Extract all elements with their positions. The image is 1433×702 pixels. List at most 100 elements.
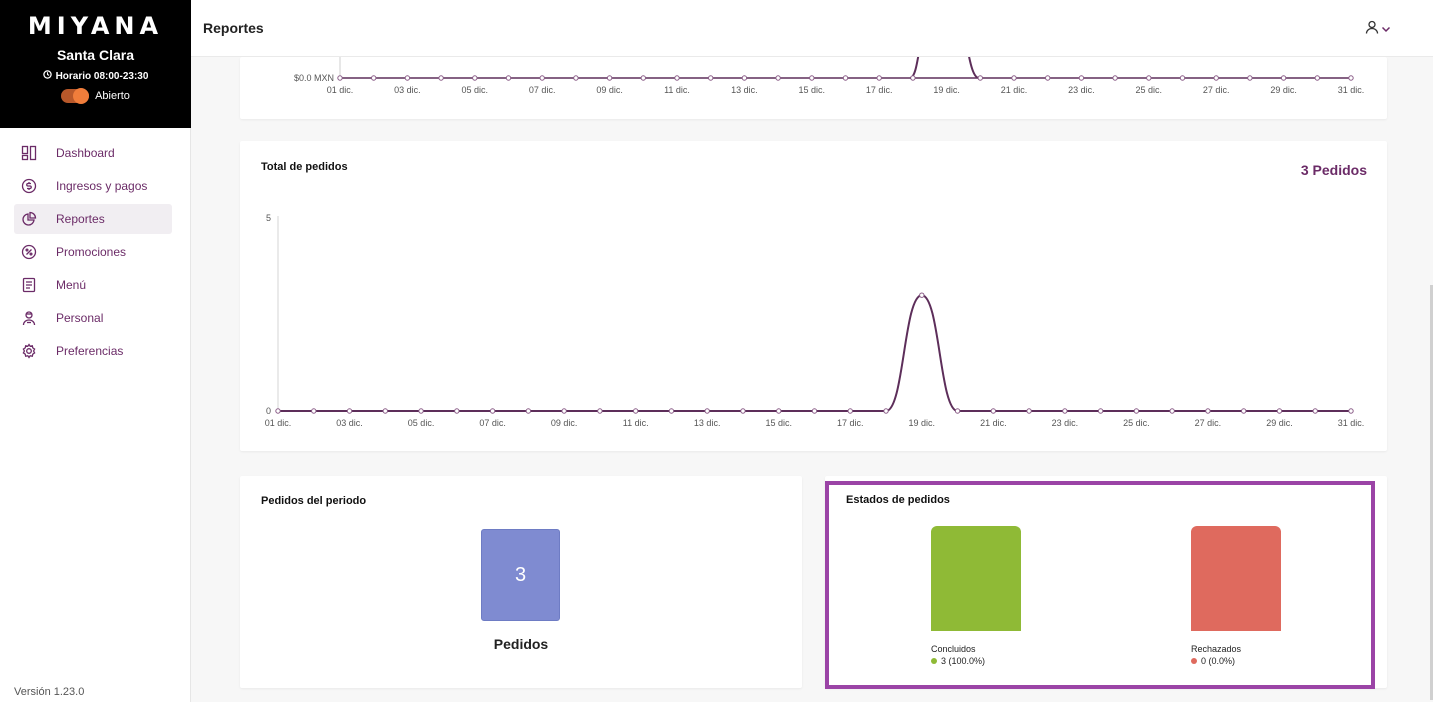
sidebar-item-personal[interactable]: Personal	[14, 303, 172, 333]
data-point	[1078, 75, 1085, 81]
data-point	[1169, 408, 1175, 414]
sales-chart-card: $0.0 MXN 01 dic. 03 dic. 05 dic. 07 dic. 09 …	[240, 46, 1387, 119]
sidebar-item-dashboard[interactable]: Dashboard	[14, 138, 172, 168]
data-point	[606, 75, 613, 81]
sidebar-nav: Dashboard Ingresos y pagos Reportes Prom…	[0, 138, 190, 366]
orders-count: 3	[514, 563, 527, 586]
x-tick-label: 25 dic.	[1123, 418, 1150, 428]
x-tick-label: 29 dic.	[1266, 418, 1293, 428]
store-status: Abierto	[0, 88, 191, 104]
x-tick-label: 07 dic.	[529, 85, 556, 95]
data-point	[1348, 408, 1354, 414]
legend-value-text: 0 (0.0%)	[1201, 656, 1236, 666]
x-tick-label: 01 dic.	[265, 418, 292, 428]
data-point	[775, 75, 781, 81]
x-tick-label: 11 dic.	[664, 85, 690, 95]
data-point	[1213, 75, 1219, 81]
chevron-down-icon	[1381, 21, 1391, 39]
legend-dot-concluidos	[931, 658, 937, 664]
legend-value-rechazados: 0 (0.0%)	[1191, 656, 1235, 666]
sidebar-item-label: Promociones	[56, 245, 127, 259]
x-tick-label: 03 dic.	[394, 85, 421, 95]
x-tick-label: 09 dic.	[551, 418, 578, 428]
data-point	[561, 408, 567, 414]
data-point	[1133, 408, 1140, 414]
data-point	[668, 408, 675, 414]
sales-chart: $0.0 MXN 01 dic. 03 dic. 05 dic. 07 dic. 09 …	[294, 46, 1365, 95]
sidebar-item-ingresos[interactable]: Ingresos y pagos	[14, 171, 172, 201]
x-tick-label: 15 dic.	[765, 418, 792, 428]
data-point	[1045, 75, 1051, 81]
x-tick-label: 19 dic.	[909, 418, 936, 428]
user-icon	[1365, 20, 1379, 39]
x-tick-label: 29 dic.	[1270, 85, 1297, 95]
x-tick-label: 21 dic.	[980, 418, 1007, 428]
orders-chart-title: Total de pedidos	[261, 161, 348, 173]
data-point	[674, 75, 680, 81]
data-point	[1179, 75, 1186, 81]
data-point	[883, 408, 889, 414]
sidebar-item-preferencias[interactable]: Preferencias	[14, 336, 172, 366]
page-scrollbar[interactable]	[1430, 285, 1433, 700]
data-point	[505, 75, 512, 81]
open-toggle[interactable]	[61, 88, 90, 104]
data-point	[525, 408, 532, 414]
user-menu-button[interactable]	[1365, 20, 1391, 39]
sidebar-item-label: Preferencias	[56, 344, 124, 358]
x-tick-label: 03 dic.	[336, 418, 363, 428]
orders-series-line	[278, 294, 1351, 412]
data-point	[337, 75, 343, 81]
x-tick-label: 31 dic.	[1338, 85, 1365, 95]
data-point	[842, 75, 849, 81]
legend-value-concluidos: 3 (100.0%)	[931, 656, 985, 666]
sidebar-item-label: Menú	[56, 278, 87, 292]
sidebar-item-reportes[interactable]: Reportes	[14, 204, 172, 234]
data-point	[311, 408, 317, 414]
store-name: Santa Clara	[56, 47, 135, 63]
y-tick-label: 5	[266, 213, 271, 223]
data-point	[1026, 408, 1032, 414]
sidebar-item-label: Personal	[56, 311, 104, 325]
data-point	[346, 408, 353, 414]
clock-icon	[42, 70, 52, 82]
y-axis-label: $0.0 MXN	[294, 73, 334, 83]
x-tick-label: 07 dic.	[479, 418, 506, 428]
data-point	[1112, 75, 1118, 81]
legend-dot-rechazados	[1191, 658, 1197, 664]
sidebar: MIYANA Santa Clara Horario 08:00-23:30 A…	[0, 0, 191, 702]
data-point	[1276, 408, 1283, 414]
legend-label-rechazados: Rechazados	[1191, 644, 1242, 654]
x-tick-label: 15 dic.	[799, 85, 826, 95]
dollar-icon	[21, 178, 37, 194]
data-point	[847, 408, 853, 414]
dashboard-icon	[21, 145, 37, 161]
top-bar: Reportes	[191, 0, 1433, 57]
orders-count-tile: 3	[481, 529, 560, 621]
data-point	[1146, 75, 1152, 81]
data-point	[741, 75, 748, 81]
data-point	[876, 75, 882, 81]
x-tick-label: 05 dic.	[408, 418, 435, 428]
legend-label-concluidos: Concluidos	[931, 644, 976, 654]
x-tick-label: 13 dic.	[694, 418, 721, 428]
data-point	[811, 408, 818, 414]
data-point	[740, 408, 746, 414]
x-tick-label: 09 dic.	[596, 85, 623, 95]
x-tick-label: 21 dic.	[1001, 85, 1028, 95]
period-orders-card: Pedidos del periodo 3 Pedidos	[240, 476, 802, 688]
x-tick-label: 31 dic.	[1338, 418, 1365, 428]
data-point	[275, 408, 281, 414]
legend-value-text: 3 (100.0%)	[941, 656, 986, 666]
data-point	[1241, 408, 1247, 414]
data-point	[919, 292, 925, 298]
data-point	[704, 408, 710, 414]
data-point	[776, 408, 782, 414]
x-tick-label: 17 dic.	[866, 85, 893, 95]
data-point	[1062, 408, 1068, 414]
page-title: Reportes	[203, 20, 264, 36]
x-tick-label: 23 dic.	[1068, 85, 1095, 95]
sidebar-item-menu[interactable]: Menú	[14, 270, 172, 300]
data-point	[371, 75, 377, 81]
bar-rechazados	[1191, 526, 1281, 631]
sidebar-item-promociones[interactable]: Promociones	[14, 237, 172, 267]
